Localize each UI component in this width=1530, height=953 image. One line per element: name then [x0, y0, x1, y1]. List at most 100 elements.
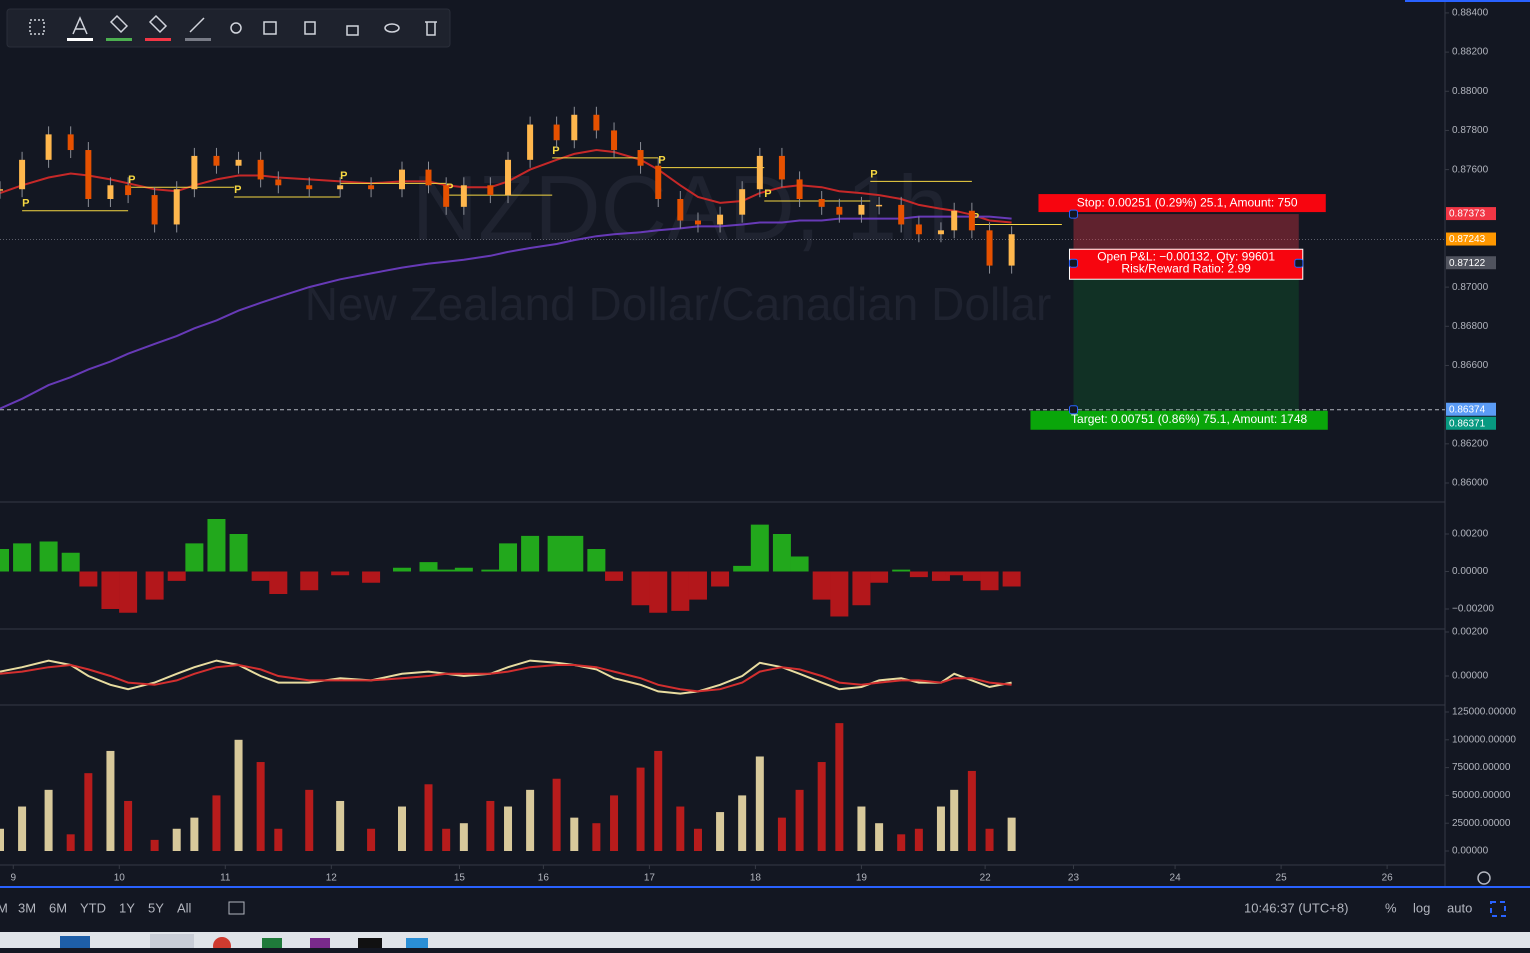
position-handle[interactable] — [1068, 405, 1078, 415]
candle-body — [756, 155, 763, 190]
candle-body — [915, 224, 922, 235]
pivot-label: P — [340, 170, 347, 182]
price-badge — [1446, 232, 1496, 246]
candle-body — [368, 185, 375, 190]
volume-bar — [274, 828, 283, 852]
x-tick-label: 15 — [454, 873, 466, 884]
histogram-bar — [419, 562, 438, 572]
histogram-bar — [631, 571, 650, 606]
lock-icon[interactable] — [346, 25, 359, 36]
volume-bar — [552, 778, 561, 852]
pivot-label: P — [552, 145, 559, 157]
candle-body — [257, 159, 264, 180]
histogram-bar — [962, 571, 981, 581]
delete-icon[interactable] — [425, 21, 437, 36]
scale-button[interactable]: % — [1385, 900, 1397, 915]
candle-body — [425, 169, 432, 186]
candle-body — [951, 210, 958, 231]
period-button[interactable]: M — [0, 900, 8, 915]
histogram-bar — [605, 571, 624, 581]
position-handle[interactable] — [1068, 209, 1078, 219]
taskbar-app[interactable] — [150, 934, 194, 948]
clone-icon[interactable] — [304, 21, 316, 35]
period-button[interactable]: 3M — [18, 900, 36, 915]
candle-body — [460, 185, 467, 207]
candle-body — [717, 214, 724, 225]
y-tick-label: 100000.00000 — [1452, 734, 1516, 745]
scale-button[interactable]: auto — [1447, 900, 1472, 915]
stop-label: Stop: 0.00251 (0.29%) 25.1, Amount: 750 — [1077, 195, 1298, 209]
period-button[interactable]: 1Y — [119, 900, 135, 915]
volume-bar — [124, 800, 133, 852]
histogram-bar — [870, 571, 889, 583]
target-label-box — [1030, 410, 1328, 430]
pnl-label: Open P&L: −0.00132, Qty: 99601 — [1097, 249, 1275, 263]
histogram-bar — [167, 571, 186, 581]
volume-bar — [817, 762, 826, 852]
period-button[interactable]: All — [177, 900, 192, 915]
fullscreen-icon[interactable] — [1490, 901, 1506, 917]
taskbar-app[interactable] — [358, 938, 382, 948]
x-tick-label: 19 — [856, 873, 868, 884]
volume-bar — [504, 806, 513, 852]
volume-bar — [936, 806, 945, 852]
pivot-label: P — [870, 168, 877, 180]
taskbar-app[interactable] — [310, 938, 330, 948]
candle-body — [778, 155, 785, 180]
volume-bar — [835, 723, 844, 852]
bottom-bar — [0, 889, 1530, 932]
taskbar-app[interactable] — [406, 938, 428, 948]
period-button[interactable]: 6M — [49, 900, 67, 915]
taskbar-app[interactable] — [262, 938, 282, 948]
volume-bar — [570, 817, 579, 852]
histogram-bar — [101, 571, 120, 609]
watermark-description: New Zealand Dollar/Canadian Dollar — [305, 278, 1052, 330]
histogram-bar — [671, 571, 690, 611]
axis-settings-icon[interactable] — [1477, 871, 1491, 885]
price-badge-label: 0.86374 — [1449, 404, 1486, 415]
pivot-label: P — [972, 211, 979, 223]
candle-body — [818, 198, 825, 207]
stop-label-box — [1038, 194, 1326, 213]
candle-body — [611, 130, 618, 151]
ratio-label: Risk/Reward Ratio: 2.99 — [1121, 261, 1251, 275]
candle-body — [898, 204, 905, 225]
histogram-bar — [733, 565, 752, 572]
candle-body — [968, 210, 975, 231]
volume-bar — [526, 789, 535, 852]
y-tick-label: 0.87800 — [1452, 125, 1489, 136]
period-button[interactable]: 5Y — [148, 900, 164, 915]
position-handle[interactable] — [1294, 258, 1304, 268]
indicator-line — [0, 215, 1012, 410]
y-tick-label: 0.87000 — [1452, 282, 1489, 293]
border-icon[interactable] — [148, 14, 168, 34]
histogram-bar — [945, 571, 964, 576]
x-tick-label: 17 — [644, 873, 656, 884]
fill-icon[interactable] — [109, 14, 129, 34]
text-color-icon[interactable] — [72, 16, 88, 35]
color-swatch — [185, 38, 211, 41]
volume-bar — [84, 773, 93, 852]
x-tick-label: 18 — [750, 873, 762, 884]
taskbar — [0, 932, 1530, 948]
histogram-bar — [39, 541, 58, 572]
visibility-icon[interactable] — [384, 23, 400, 33]
date-range-icon[interactable] — [228, 901, 245, 915]
template-icon[interactable] — [263, 21, 277, 35]
y-tick-label: −0.00200 — [1452, 604, 1494, 615]
histogram-bar — [13, 543, 32, 572]
histogram-bar — [300, 571, 319, 591]
candle-body — [337, 185, 344, 190]
histogram-bar — [931, 571, 950, 581]
position-handle[interactable] — [1068, 258, 1078, 268]
taskbar-app[interactable] — [60, 936, 90, 948]
period-button[interactable]: YTD — [80, 900, 106, 915]
scale-button[interactable]: log — [1413, 900, 1430, 915]
line-width-icon[interactable] — [189, 17, 205, 33]
plot: 0.88400 0.88200 0.88000 0.87800 0.87600 0.870… — [0, 8, 1516, 884]
histogram-bar — [980, 571, 999, 591]
settings-icon[interactable] — [230, 22, 242, 34]
pnl-label-box — [1068, 248, 1304, 280]
select-icon[interactable] — [29, 19, 45, 35]
candle-body — [0, 189, 3, 191]
